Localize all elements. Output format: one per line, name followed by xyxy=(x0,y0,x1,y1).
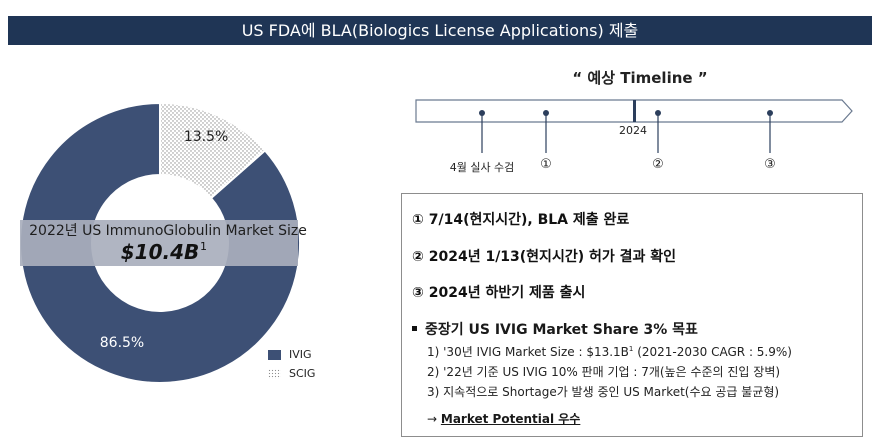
goal-title: 중장기 US IVIG Market Share 3% 목표 xyxy=(425,322,698,338)
legend-item-ivig: IVIG xyxy=(268,348,312,361)
timeline-year-marker xyxy=(633,100,636,122)
donut-label-scig: 13.5% xyxy=(184,129,228,145)
bullet-square-icon xyxy=(412,326,417,331)
donut-label-ivig: 86.5% xyxy=(100,335,144,351)
chart-title-band xyxy=(20,220,298,266)
milestone-2: ② 2024년 1/13(현지시간) 허가 결과 확인 xyxy=(412,249,677,265)
legend-label-ivig: IVIG xyxy=(289,348,312,361)
timeline-point-label-3: ② xyxy=(652,157,664,172)
chart-center-value: $10.4B xyxy=(121,240,200,264)
goal-point-3: 3) 지속적으로 Shortage가 발생 중인 US Market(수요 공급… xyxy=(427,385,780,399)
timeline-point-3 xyxy=(655,110,661,153)
milestone-1: ① 7/14(현지시간), BLA 제출 완료 xyxy=(412,212,630,228)
page-title: US FDA에 BLA(Biologics License Applicatio… xyxy=(8,16,872,45)
chart-title: 2022년 US ImmunoGlobulin Market Size xyxy=(29,223,307,239)
timeline-point-label-1: 4월 실사 수검 xyxy=(449,161,515,174)
donut-slice-ivig xyxy=(19,101,301,384)
timeline-point-label-4: ③ xyxy=(764,157,776,172)
timeline-year-label: 2024 xyxy=(619,124,647,137)
conclusion-text: Market Potential 우수 xyxy=(440,412,581,426)
goal-point-2: 2) '22년 기준 US IVIG 10% 판매 기업 : 7개(높은 수준의… xyxy=(427,365,781,379)
legend-label-scig: SCIG xyxy=(289,367,316,380)
timeline-point-2 xyxy=(543,110,549,153)
timeline-title: “ 예상 Timeline ” xyxy=(572,69,708,87)
donut-slice-scig xyxy=(159,101,267,200)
timeline-point-1 xyxy=(479,110,485,153)
milestone-3: ③ 2024년 하반기 제품 출시 xyxy=(412,285,586,301)
conclusion: → Market Potential 우수 xyxy=(427,410,580,427)
chart-center-footnote: 1 xyxy=(200,240,207,253)
timeline-point-label-2: ① xyxy=(540,157,552,172)
goal-point-1: 1) '30년 IVIG Market Size : $13.1B1 (2021… xyxy=(427,345,792,359)
timeline-point-4 xyxy=(767,110,773,153)
legend-swatch-ivig xyxy=(268,349,281,360)
right-arrow-icon: → xyxy=(427,412,438,426)
legend-item-scig: SCIG xyxy=(268,367,315,380)
milestone-box: ① 7/14(현지시간), BLA 제출 완료 ② 2024년 1/13(현지시… xyxy=(401,193,863,437)
goal-heading: 중장기 US IVIG Market Share 3% 목표 xyxy=(412,319,698,339)
legend-swatch-scig xyxy=(268,368,281,379)
